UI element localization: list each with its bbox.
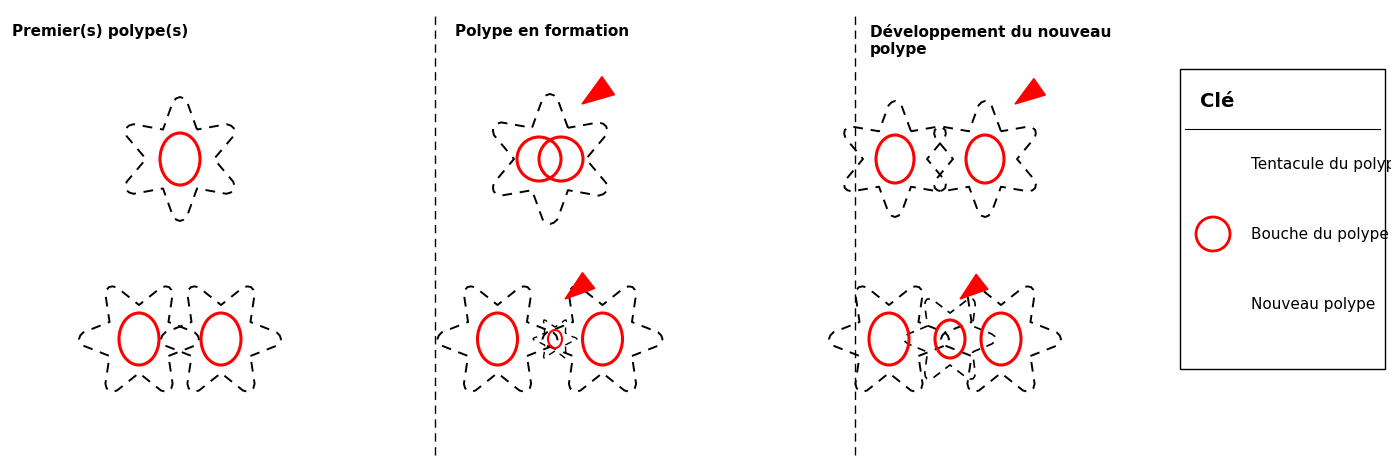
Polygon shape	[960, 274, 988, 299]
Polygon shape	[1221, 295, 1249, 313]
Polygon shape	[581, 76, 615, 104]
Text: Nouveau polype: Nouveau polype	[1251, 296, 1376, 311]
FancyBboxPatch shape	[1180, 69, 1385, 369]
Text: Clé: Clé	[1200, 92, 1234, 111]
Text: Bouche du polype: Bouche du polype	[1251, 227, 1388, 242]
Polygon shape	[1015, 79, 1045, 104]
Text: Polype en formation: Polype en formation	[455, 24, 629, 39]
Polygon shape	[565, 272, 595, 299]
Text: Premier(s) polype(s): Premier(s) polype(s)	[13, 24, 188, 39]
Text: Développement du nouveau 
polype: Développement du nouveau polype	[869, 24, 1117, 57]
Text: Tentacule du polype: Tentacule du polype	[1251, 157, 1391, 172]
